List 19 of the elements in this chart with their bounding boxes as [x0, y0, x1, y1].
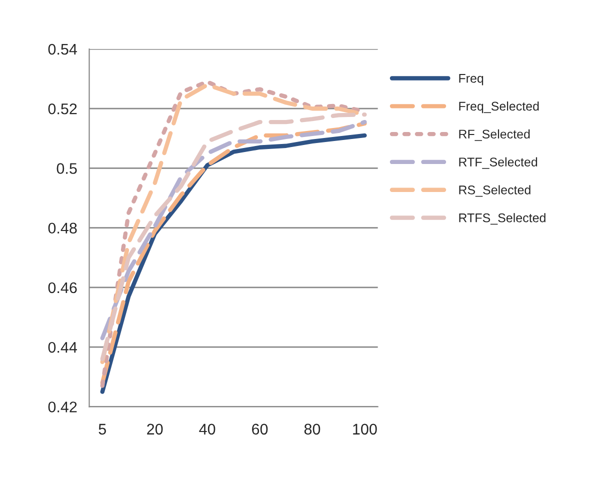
y-tick-label: 0.54 [48, 44, 77, 55]
y-tick-label: 0.52 [48, 103, 77, 114]
x-tick-label: 80 [304, 424, 320, 435]
y-tick-label: 0.5 [56, 163, 77, 174]
x-tick-label: 100 [353, 424, 377, 435]
y-tick-label: 0.44 [48, 342, 77, 353]
legend-label: Freq_Selected [459, 101, 539, 114]
y-tick-label: 0.42 [48, 402, 77, 412]
x-tick-label: 40 [199, 424, 216, 435]
legend-label: RTFS_Selected [459, 213, 546, 225]
x-tick-label: 5 [98, 424, 106, 435]
legend-label: RTF_Selected [459, 157, 538, 169]
legend-label: RF_Selected [459, 129, 530, 141]
legend-label: Freq [459, 74, 484, 86]
legend-label: RS_Selected [459, 185, 530, 197]
x-tick-label: 20 [147, 424, 163, 435]
y-tick-label: 0.48 [48, 222, 77, 234]
y-tick-label: 0.46 [48, 282, 77, 294]
x-tick-label: 60 [252, 424, 268, 435]
